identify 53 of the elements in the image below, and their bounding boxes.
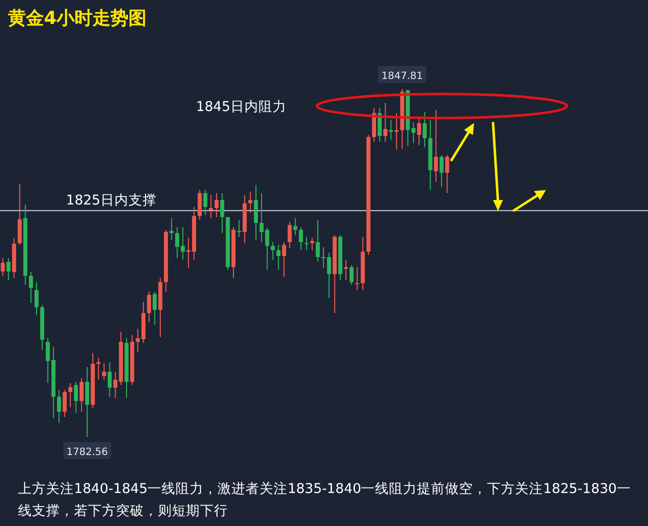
candlestick (276, 244, 280, 270)
candlestick (293, 218, 298, 236)
candlestick (304, 236, 309, 251)
candlestick (237, 219, 242, 238)
candlestick (18, 183, 22, 246)
chart-title: 黄金4小时走势图 (7, 8, 147, 29)
candlestick (310, 237, 314, 251)
candlestick (180, 226, 185, 260)
candlestick (355, 266, 360, 291)
candlestick (208, 194, 213, 219)
candlestick (68, 382, 72, 408)
candlestick (175, 226, 180, 259)
candlestick (270, 242, 275, 260)
candlestick (282, 242, 286, 278)
candlestick (0, 258, 5, 276)
candlestick (6, 258, 10, 280)
annotation: 1847.81 (382, 71, 423, 82)
candlestick (74, 381, 78, 414)
candlestick (214, 192, 219, 218)
candlestick (152, 291, 157, 326)
candlestick (344, 259, 348, 280)
candlestick (102, 362, 106, 380)
candlestick (417, 116, 422, 146)
candlestick (203, 189, 208, 216)
candlestick (170, 218, 174, 240)
candlestick (388, 119, 393, 140)
candlestick (62, 389, 67, 418)
candlestick (28, 271, 33, 304)
candlestick (298, 226, 303, 251)
candlestick (350, 264, 354, 286)
candlestick (147, 291, 152, 323)
candlestick (445, 154, 450, 194)
candlestick (394, 112, 399, 150)
candlestick (34, 282, 39, 316)
ref-line-label: 1825日内支撑 (66, 192, 156, 209)
candlestick (316, 219, 320, 262)
annotation: 1782.56 (66, 447, 108, 458)
candlestick (440, 154, 444, 188)
candlestick (288, 221, 292, 248)
candlestick (434, 109, 438, 182)
candlestick (254, 184, 258, 240)
candlestick (383, 102, 388, 142)
candlestick (220, 192, 224, 234)
candlestick (108, 362, 112, 398)
candlestick (80, 378, 84, 412)
annotation: 1845日内阻力 (196, 99, 286, 115)
candlestick (422, 111, 427, 148)
candlestick (198, 189, 202, 220)
candlestick (85, 366, 90, 438)
candlestick (96, 357, 100, 380)
text: 上方关注1840-1845一线阻力，激进者关注1835-1840一线阻力提前做空，下方关注1825-1830一线支撑，若下方突破，则短期下行 (18, 480, 632, 521)
candlestick (57, 389, 62, 424)
candlestick (248, 191, 252, 214)
